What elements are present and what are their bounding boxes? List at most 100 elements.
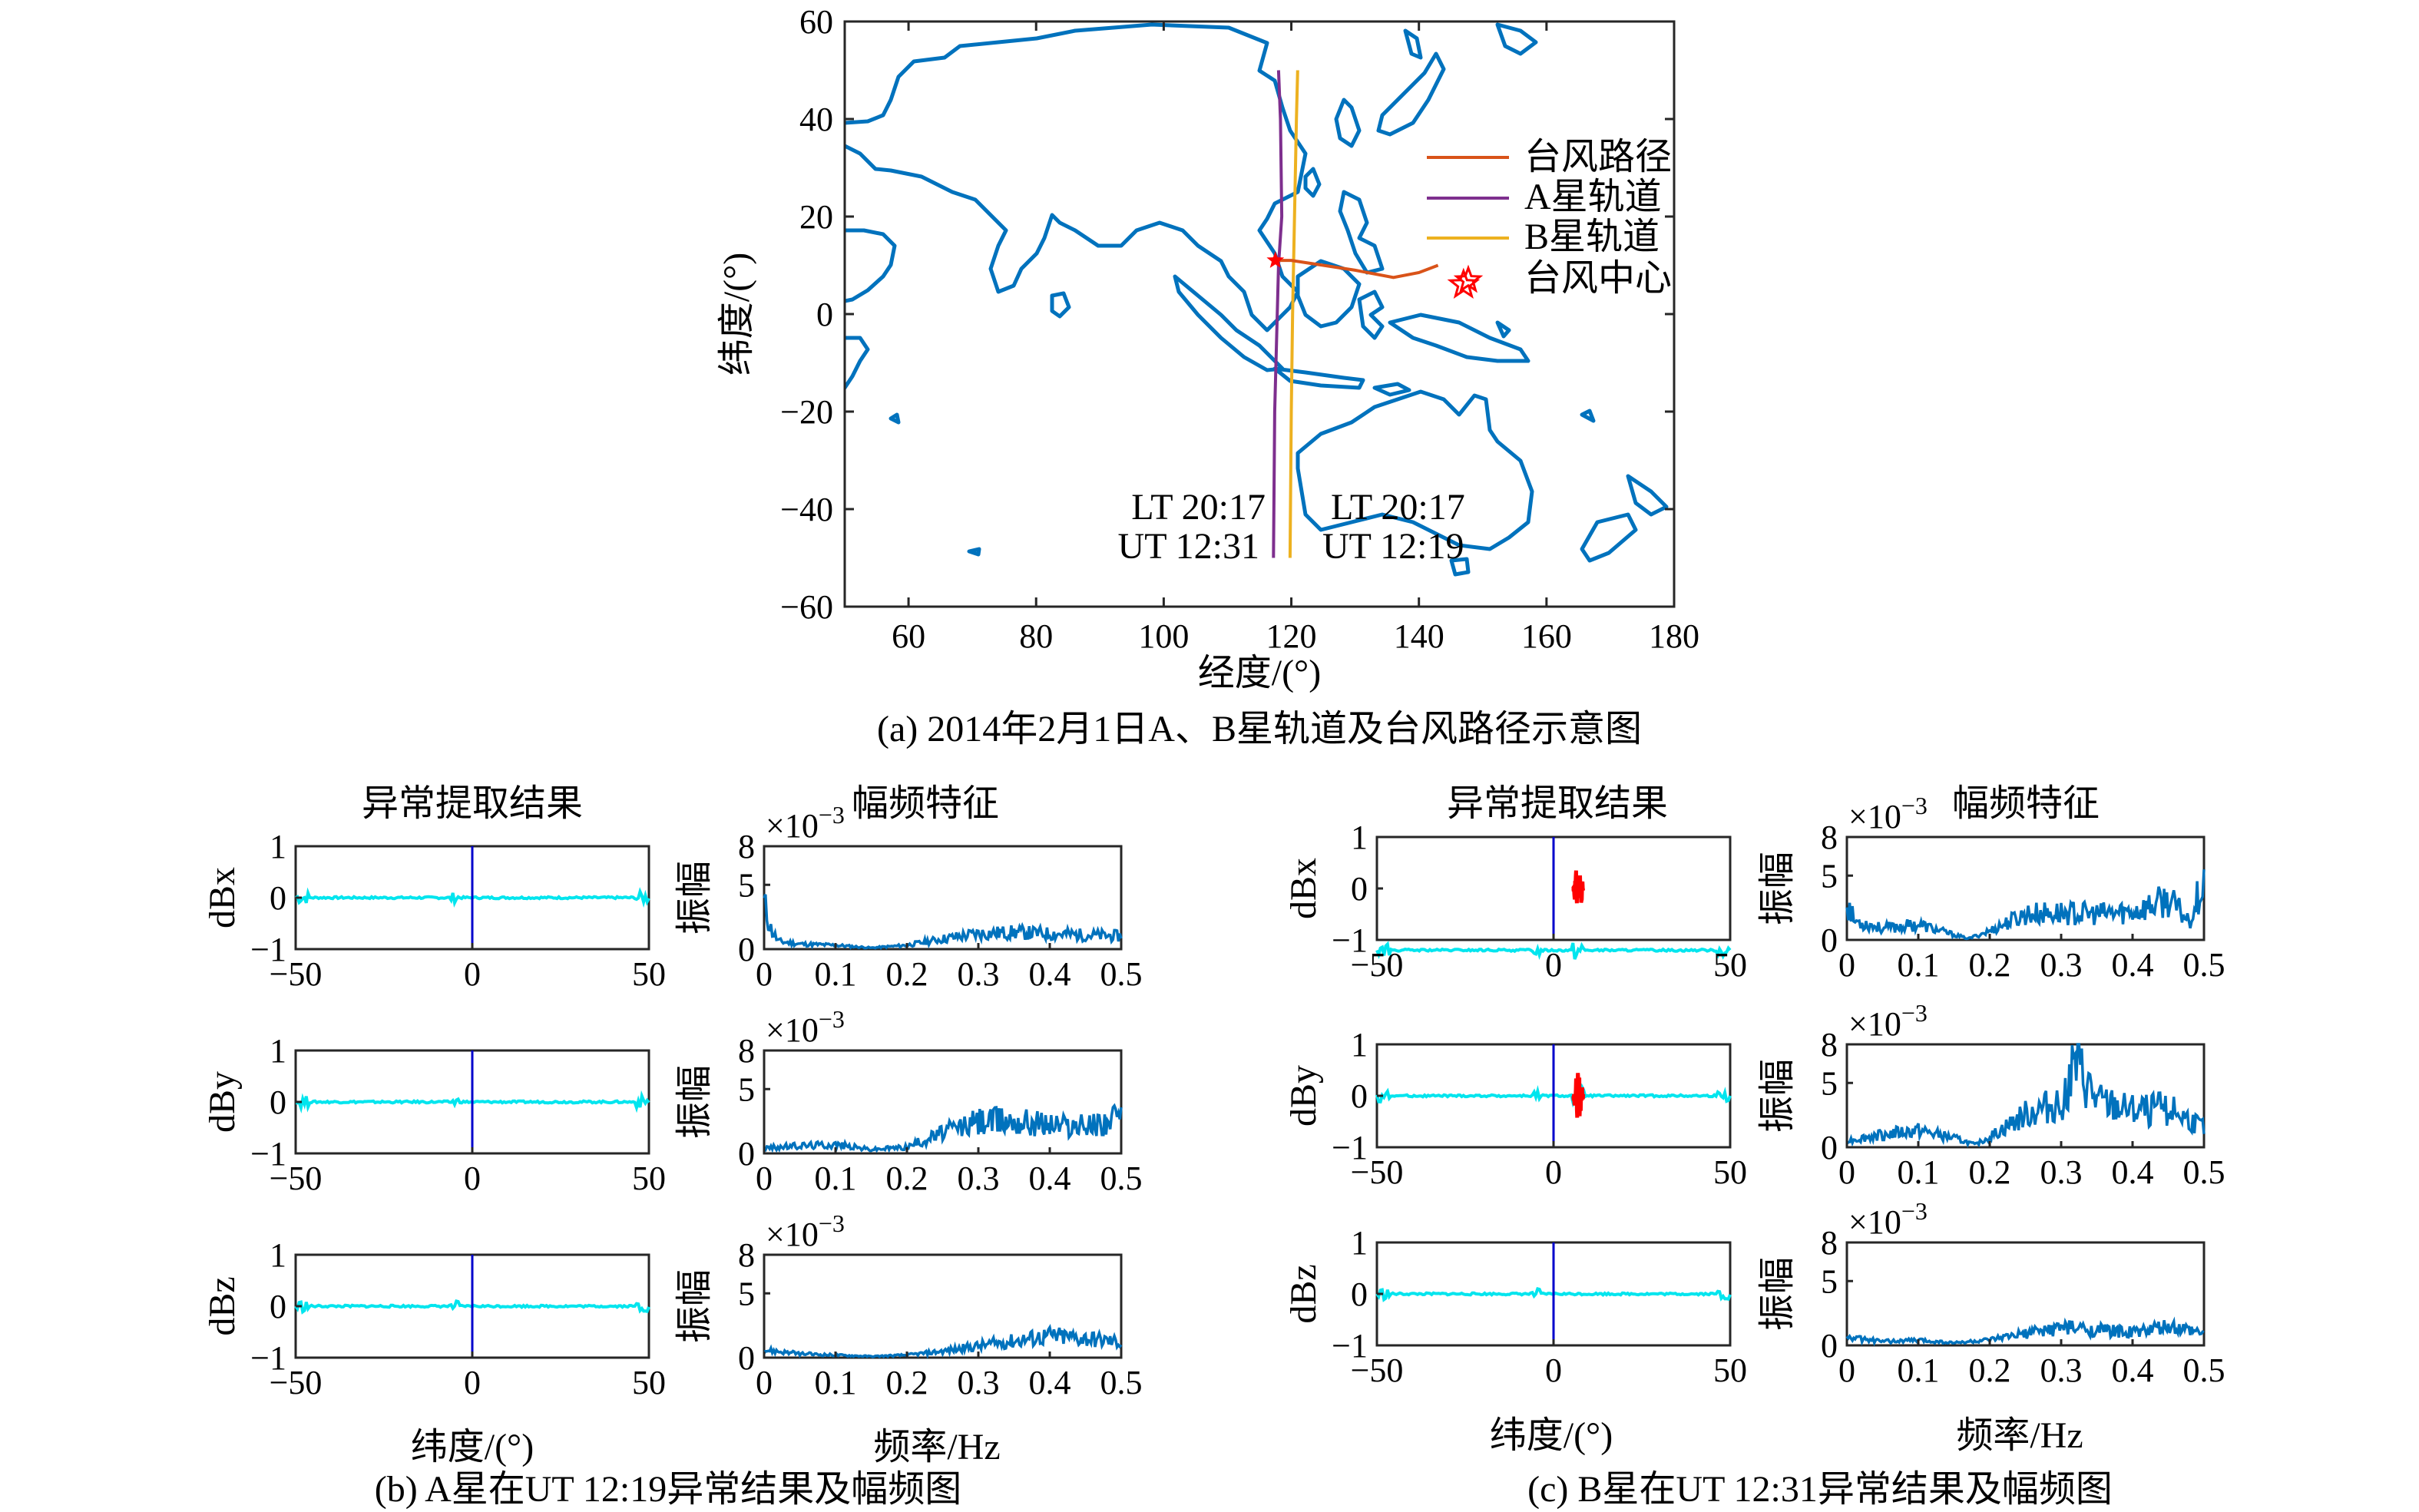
map-xtick-label: 60 bbox=[892, 617, 925, 655]
spectrum-xtick-label: 0.5 bbox=[1100, 955, 1143, 993]
spectrum-ylabel: 振幅 bbox=[674, 861, 715, 935]
spectrum-xtick-label: 0 bbox=[756, 1160, 773, 1197]
spectrum-trace bbox=[1845, 1043, 2206, 1148]
coast-islands-2 bbox=[967, 547, 981, 557]
coast-islands-1 bbox=[889, 412, 901, 425]
map-ytick-label: 0 bbox=[816, 296, 833, 333]
spectrum-xtick-label: 0 bbox=[756, 955, 773, 993]
spectrum-ytick-label: 0 bbox=[738, 1135, 755, 1173]
row-label: dBz bbox=[1283, 1264, 1324, 1323]
spectrum-xtick-label: 0.4 bbox=[1029, 955, 1071, 993]
anomaly-xtick-label: −50 bbox=[1351, 1352, 1404, 1389]
panel-b-anomaly-title: 异常提取结果 bbox=[362, 783, 583, 824]
anomaly-xtick-label: 0 bbox=[464, 955, 481, 993]
anomaly-xtick-label: 50 bbox=[1713, 1153, 1747, 1191]
spectrum-axes-box bbox=[763, 1049, 1123, 1155]
spectrum-xtick-label: 0.1 bbox=[1898, 1352, 1940, 1389]
spectrum-axes-box bbox=[1845, 1241, 2206, 1347]
anomaly-ytick-label: 0 bbox=[270, 1084, 286, 1121]
spectrum-xtick-label: 0.3 bbox=[2040, 1352, 2083, 1389]
map-ytick-label: −40 bbox=[780, 491, 833, 528]
spectrum-multiplier: ×10−3 bbox=[1848, 792, 1928, 835]
legend-star-icon bbox=[1453, 264, 1484, 293]
spectrum-ytick-label: 0 bbox=[738, 1339, 755, 1377]
anomaly-ytick-label: −1 bbox=[1332, 921, 1368, 959]
spectrum-multiplier-exponent: −3 bbox=[819, 1209, 845, 1237]
coast-japan bbox=[1376, 51, 1446, 137]
spectrum-trace bbox=[763, 1103, 1123, 1153]
anomaly-xtick-label: 0 bbox=[1545, 1153, 1562, 1191]
anomaly-trace bbox=[1375, 941, 1732, 961]
anomaly-ytick-label: −1 bbox=[250, 1135, 286, 1173]
spectrum-xtick-label: 0.1 bbox=[815, 1160, 857, 1197]
coast-africa-horn bbox=[845, 336, 870, 390]
spectrum-xtick-label: 0.2 bbox=[886, 955, 928, 993]
anomaly-ytick-label: 0 bbox=[1351, 1275, 1368, 1313]
anomaly-ytick-label: 1 bbox=[270, 1236, 286, 1274]
map-ticks bbox=[845, 20, 1676, 608]
map-xlabel: 经度/(°) bbox=[1198, 653, 1322, 693]
spectrum-ytick-label: 8 bbox=[1821, 1224, 1838, 1262]
coast-new-zealand-s bbox=[1580, 512, 1638, 563]
coast-new-guinea bbox=[1388, 313, 1530, 363]
spectrum-xtick-label: 0.1 bbox=[1898, 1153, 1940, 1191]
anomaly-xtick-label: 50 bbox=[1713, 1352, 1747, 1389]
map-caption: (a) 2014年2月1日A、B星轨道及台风路径示意图 bbox=[877, 709, 1642, 749]
orbit-a-line bbox=[1272, 70, 1284, 558]
panel-c-spec-xlabel: 频率/Hz bbox=[1956, 1415, 2083, 1456]
map-xtick-label: 140 bbox=[1394, 617, 1444, 655]
spectrum-xtick-label: 0.5 bbox=[2183, 946, 2225, 984]
spectrum-trace bbox=[1845, 1316, 2205, 1347]
map-xtick-label: 120 bbox=[1266, 617, 1317, 655]
map-xtick-label: 80 bbox=[1019, 617, 1053, 655]
spectrum-multiplier-exponent: −3 bbox=[819, 1005, 845, 1033]
legend-label-typhoon-path: 台风路径 bbox=[1524, 137, 1672, 177]
anomaly-xtick-label: 50 bbox=[632, 1364, 666, 1401]
spectrum-ytick-label: 8 bbox=[738, 1032, 755, 1070]
spectrum-axes-box bbox=[1845, 1043, 2206, 1149]
anomaly-ytick-label: 1 bbox=[270, 1032, 286, 1070]
spectrum-xtick-label: 0.2 bbox=[1969, 1153, 2011, 1191]
spectrum-ytick-label: 5 bbox=[1821, 1064, 1838, 1102]
map-ytick-label: 20 bbox=[799, 198, 833, 236]
anomaly-ytick-label: −1 bbox=[250, 931, 286, 968]
panel-c-caption: (c) B星在UT 12:31异常结果及幅频图 bbox=[1527, 1469, 2113, 1510]
coast-taiwan bbox=[1303, 167, 1322, 198]
anomaly-ytick-label: −1 bbox=[1332, 1129, 1368, 1166]
orbit-b-ut-annotation: UT 12:19 bbox=[1322, 526, 1464, 567]
coast-sulawesi bbox=[1357, 289, 1385, 340]
spectrum-xtick-label: 0.1 bbox=[815, 955, 857, 993]
spectrum-xtick-label: 0.3 bbox=[2040, 946, 2083, 984]
spectrum-xtick-label: 0.4 bbox=[1029, 1160, 1071, 1197]
map-panel: 60 80 100 120 140 160 180 60 40 20 0 −20 −40 −60 纬度/(… bbox=[716, 3, 1699, 749]
coast-arabia bbox=[845, 228, 897, 303]
row-label: dBx bbox=[1283, 858, 1324, 919]
map-xtick-label: 180 bbox=[1649, 617, 1699, 655]
spectrum-multiplier-exponent: −3 bbox=[819, 801, 845, 829]
spectrum-xtick-label: 0.4 bbox=[2112, 1352, 2154, 1389]
anomaly-ytick-label: 1 bbox=[270, 828, 286, 865]
map-ytick-label: −60 bbox=[780, 588, 833, 626]
spectrum-xtick-label: 0 bbox=[1838, 1153, 1855, 1191]
coast-islands-3 bbox=[1580, 409, 1596, 423]
legend-label-orbit-b: B星轨道 bbox=[1524, 217, 1660, 257]
anomaly-xtick-label: −50 bbox=[1351, 1153, 1404, 1191]
map-legend: 台风路径 A星轨道 B星轨道 台风中心 bbox=[1427, 137, 1672, 299]
spectrum-xtick-label: 0.5 bbox=[2183, 1352, 2225, 1389]
anomaly-highlight bbox=[1571, 1073, 1586, 1118]
map-ytick-label: −20 bbox=[780, 393, 833, 431]
anomaly-xtick-label: −50 bbox=[270, 955, 323, 993]
spectrum-ytick-label: 8 bbox=[1821, 1026, 1838, 1064]
row-label: dBy bbox=[1283, 1065, 1324, 1127]
coast-korea bbox=[1334, 98, 1362, 148]
spectrum-trace bbox=[1845, 869, 2206, 941]
anomaly-xtick-label: 0 bbox=[464, 1160, 481, 1197]
anomaly-xtick-label: 0 bbox=[1545, 1352, 1562, 1389]
anomaly-ytick-label: 1 bbox=[1351, 819, 1368, 856]
spectrum-xtick-label: 0.3 bbox=[958, 955, 1000, 993]
panel-b-spectrum-title: 幅频特征 bbox=[852, 783, 999, 824]
anomaly-highlight bbox=[1571, 870, 1586, 904]
